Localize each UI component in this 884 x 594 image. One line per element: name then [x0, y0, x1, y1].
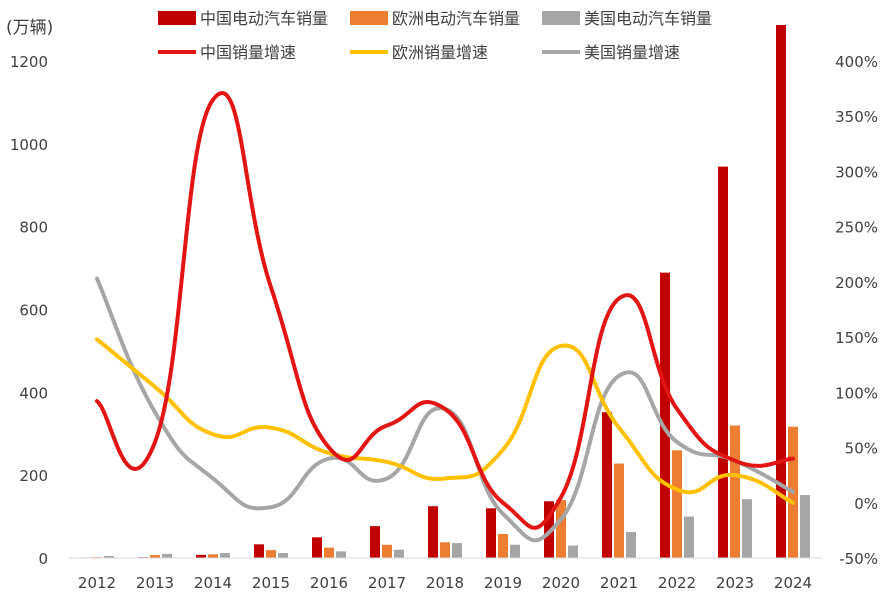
bar	[800, 495, 810, 558]
bar	[776, 24, 786, 558]
bar	[568, 545, 578, 558]
x-tick-label: 2013	[136, 574, 174, 592]
bar	[602, 412, 612, 558]
x-tick-label: 2022	[658, 574, 696, 592]
y-left-tick-label: 400	[19, 384, 48, 402]
y-right-tick-label: 350%	[835, 108, 878, 126]
bar	[394, 549, 404, 558]
bar	[104, 555, 114, 558]
bar	[266, 550, 276, 558]
legend-label: 中国销量增速	[200, 43, 296, 62]
bar	[370, 526, 380, 558]
y-right-tick-label: 0%	[854, 495, 878, 513]
x-axis: 2012 2013 2014 2015 2016 2017 2018 2019 2020 2021…	[78, 574, 812, 592]
bar	[312, 537, 322, 558]
x-tick-label: 2020	[542, 574, 580, 592]
bar	[220, 553, 230, 558]
y-left-unit-label: (万辆)	[6, 18, 53, 38]
bar	[730, 425, 740, 558]
bar	[614, 463, 624, 558]
y-left-axis: 0 200 400 600 800 1000 1200	[10, 53, 48, 568]
y-right-axis: -50% 0% 50% 100% 150% 200% 250% 300% 350% 400%	[835, 53, 878, 568]
bar	[254, 544, 264, 558]
bar-series-group	[80, 24, 810, 559]
bar	[208, 554, 218, 558]
legend-swatch	[158, 11, 196, 25]
x-tick-label: 2019	[484, 574, 522, 592]
legend-label: 美国销量增速	[584, 43, 680, 62]
line-series	[95, 91, 795, 530]
bar	[196, 554, 206, 558]
y-right-tick-label: 250%	[835, 219, 878, 237]
legend-swatch	[350, 11, 388, 25]
bar	[428, 506, 438, 558]
x-tick-label: 2014	[194, 574, 232, 592]
y-left-tick-label: 0	[38, 550, 48, 568]
y-left-tick-label: 200	[19, 467, 48, 485]
line-series	[95, 337, 795, 505]
legend-label: 美国电动汽车销量	[584, 9, 712, 28]
y-right-tick-label: 200%	[835, 274, 878, 292]
x-tick-label: 2012	[78, 574, 116, 592]
y-left-tick-label: 1000	[10, 136, 48, 154]
legend-label: 欧洲电动汽车销量	[392, 9, 520, 28]
legend-label: 中国电动汽车销量	[200, 9, 328, 28]
bar	[672, 450, 682, 558]
bar	[382, 544, 392, 558]
bar	[278, 553, 288, 558]
x-tick-label: 2023	[716, 574, 754, 592]
bar	[324, 547, 334, 558]
line-series-group	[95, 91, 795, 543]
y-right-tick-label: -50%	[839, 550, 878, 568]
bar	[742, 499, 752, 558]
y-right-tick-label: 50%	[845, 440, 878, 458]
y-left-tick-label: 1200	[10, 53, 48, 71]
bar	[556, 500, 566, 558]
bar	[684, 516, 694, 558]
bar	[626, 531, 636, 558]
x-tick-label: 2021	[600, 574, 638, 592]
bar	[510, 544, 520, 558]
y-right-tick-label: 300%	[835, 163, 878, 181]
y-left-tick-label: 800	[19, 219, 48, 237]
bar	[336, 551, 346, 558]
legend-label: 欧洲销量增速	[392, 43, 488, 62]
y-right-tick-label: 150%	[835, 329, 878, 347]
bar	[150, 555, 160, 558]
y-right-tick-label: 100%	[835, 384, 878, 402]
bar	[162, 553, 172, 558]
y-right-tick-label: 400%	[835, 53, 878, 71]
y-left-tick-label: 600	[19, 302, 48, 320]
x-tick-label: 2015	[252, 574, 290, 592]
bar	[452, 543, 462, 558]
bar	[440, 542, 450, 558]
x-tick-label: 2018	[426, 574, 464, 592]
x-tick-label: 2017	[368, 574, 406, 592]
x-tick-label: 2024	[774, 574, 812, 592]
bar	[718, 166, 728, 559]
bar	[486, 508, 496, 558]
bar	[660, 272, 670, 558]
x-tick-label: 2016	[310, 574, 348, 592]
bar	[498, 533, 508, 558]
legend-swatch	[542, 11, 580, 25]
